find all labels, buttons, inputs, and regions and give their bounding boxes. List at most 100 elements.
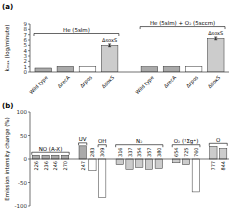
bar: [163, 66, 180, 72]
y-tick: [28, 66, 30, 67]
group-label: NO (A-X): [39, 146, 63, 152]
y-tick: [28, 135, 30, 136]
bar: [126, 159, 133, 169]
y-tick: [28, 50, 30, 51]
group-bracket: O: [209, 137, 227, 146]
y-tick-label: 7: [24, 32, 28, 38]
category-label: 357: [146, 147, 152, 157]
group-label: O: [216, 137, 221, 143]
y-tick: [28, 112, 30, 113]
category-label: 354: [136, 147, 142, 157]
y-tick-label: 8: [24, 26, 28, 32]
bar: [141, 67, 158, 72]
bracket-line: [140, 27, 225, 30]
y-tick-label: 3: [24, 53, 28, 59]
bar: [173, 159, 180, 163]
category-label: ΔsoxS: [100, 74, 115, 89]
y-tick-label: -100: [15, 203, 28, 209]
group-label: O₂ (¹Σg⁺): [174, 138, 199, 145]
group-bracket: O₂ (¹Σg⁺): [172, 138, 200, 147]
category-label: 380: [156, 147, 162, 157]
y-tick-label: 4: [24, 48, 28, 54]
bracket-line: [172, 145, 200, 148]
bars: [32, 146, 227, 198]
bar: [101, 45, 118, 72]
group-bracket: He (5slm) + O₂ (5sccm): [140, 20, 225, 29]
bar: [210, 146, 217, 159]
group-bracket: OH: [98, 138, 106, 147]
bar: [219, 149, 226, 159]
category-label: ΔrecA: [56, 74, 71, 89]
bar: [145, 159, 152, 169]
category-label: 247: [80, 161, 86, 171]
bracket-line: [79, 143, 87, 146]
bar: [192, 159, 199, 192]
bar: [89, 159, 96, 171]
bar: [32, 155, 39, 159]
bar: [155, 159, 162, 168]
y-tick: [28, 40, 30, 41]
y-tick: [28, 56, 30, 57]
y-tick: [28, 182, 30, 183]
bar: [79, 67, 96, 72]
annotation: ΔsoxS: [102, 37, 117, 43]
group-bracket: He (5slm): [34, 27, 119, 36]
bar: [42, 155, 49, 159]
category-label: 270: [62, 161, 68, 171]
y-tick: [28, 45, 30, 46]
y-tick: [28, 24, 30, 25]
bracket-line: [209, 143, 227, 146]
y-tick-label: 2: [24, 58, 28, 64]
category-label: Δrpos: [79, 74, 94, 89]
group-label: He (5slm): [63, 27, 90, 33]
category-label: ΔrecA: [162, 74, 177, 89]
category-label: 337: [127, 147, 133, 157]
category-label: ΔsoxS: [206, 74, 221, 89]
bar: [185, 67, 202, 72]
error-cap: [108, 44, 111, 45]
bar: [207, 38, 224, 72]
error-cap: [214, 39, 217, 40]
group-label: N₂: [136, 138, 142, 144]
category-label: Wild type: [134, 74, 156, 96]
y-axis: [30, 24, 31, 72]
category-label: 246: [52, 161, 58, 171]
group-bracket: UV: [79, 136, 87, 145]
category-label: 236: [43, 161, 49, 171]
error-cap: [108, 46, 111, 47]
bar: [57, 66, 74, 72]
category-label: 654: [173, 147, 179, 157]
y-tick: [28, 29, 30, 30]
baseline: [30, 159, 229, 160]
y-tick-label: 0: [24, 69, 28, 75]
y-tick: [28, 159, 30, 160]
y-axis-label: Emission intensity change (%): [4, 117, 11, 200]
category-label: 760: [193, 147, 199, 157]
baseline: [30, 72, 229, 73]
group-bracket: N₂: [116, 138, 163, 147]
y-tick: [28, 34, 30, 35]
category-label: 725: [183, 147, 189, 157]
panel: (b)Emission intensity change (%)-100-500…: [2, 102, 229, 209]
category-label: 777: [210, 161, 216, 171]
panel: (a)kₘₐₓ (log/minute)0123456789Wild typeΔ…: [2, 3, 229, 96]
category-label: 226: [33, 161, 39, 171]
group-label: UV: [79, 136, 87, 142]
category-label: 309: [99, 147, 105, 157]
bar: [116, 159, 123, 165]
bracket-line: [34, 34, 119, 37]
bar: [182, 159, 189, 165]
group-label: OH: [98, 138, 106, 144]
error-line: [109, 44, 110, 47]
bar: [99, 159, 106, 198]
error-cap: [214, 37, 217, 38]
bar: [136, 159, 143, 167]
title: (b): [2, 102, 13, 110]
bracket-line: [98, 145, 106, 148]
y-tick-label: 100: [17, 109, 28, 115]
y-tick-label: 1: [24, 64, 28, 70]
y-tick-label: 50: [20, 133, 27, 139]
bracket-line: [32, 152, 69, 155]
bars: [35, 37, 224, 72]
category-label: Wild type: [28, 74, 50, 96]
